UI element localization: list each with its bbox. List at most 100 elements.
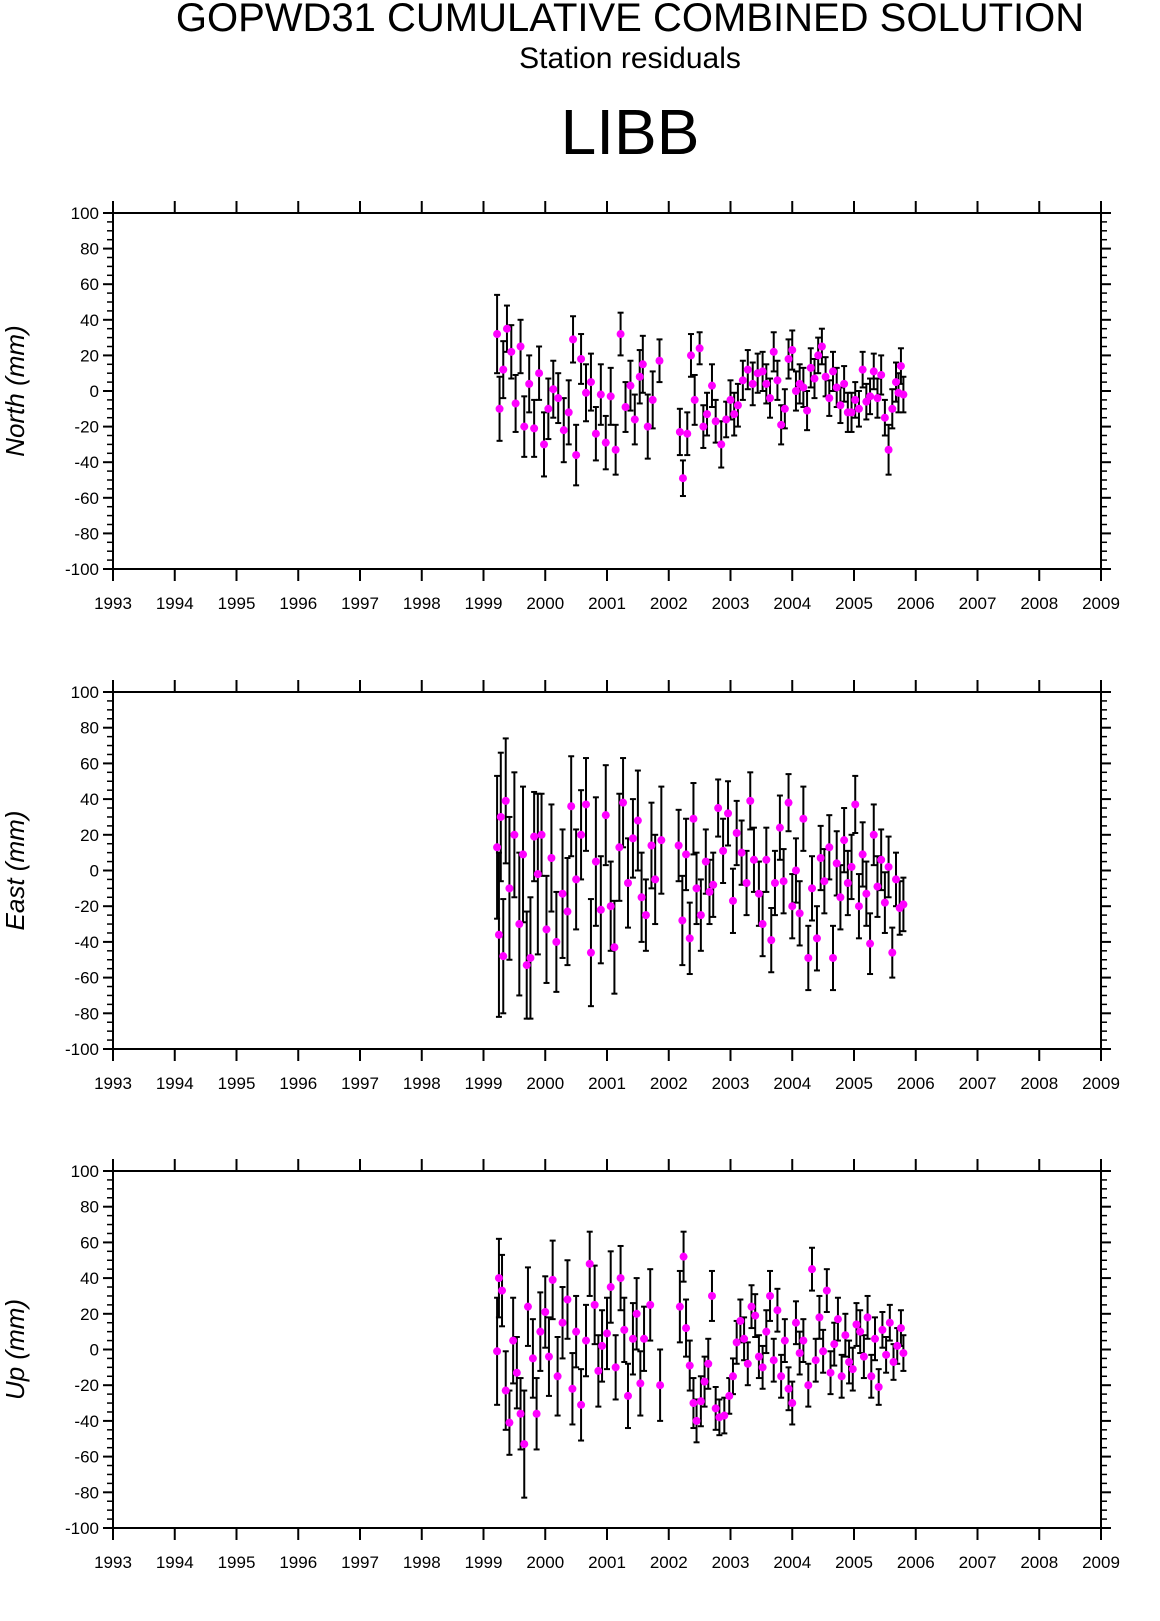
chart-title: GOPWD31 CUMULATIVE COMBINED SOLUTION — [175, 0, 1085, 40]
north-data-point — [825, 394, 834, 403]
east-data-point — [577, 830, 586, 839]
up-data-point — [606, 1283, 615, 1292]
east-data-point — [754, 889, 763, 898]
east-data-point — [840, 836, 849, 845]
east-data-point — [572, 875, 581, 884]
east-xtick-label: 2008 — [1020, 1074, 1058, 1093]
east-ytick-label: -80 — [74, 1004, 99, 1023]
north-data-point — [891, 378, 900, 387]
north-ytick-label: 40 — [80, 311, 99, 330]
east-xtick-label: 2005 — [835, 1074, 873, 1093]
east-data-point — [788, 902, 797, 911]
east-data-point — [696, 911, 705, 920]
north-data-point — [690, 395, 699, 404]
east-data-point — [791, 866, 800, 875]
north-data-point — [516, 342, 525, 351]
north-data-point — [821, 372, 830, 381]
up-xtick-label: 1993 — [94, 1553, 132, 1572]
up-data-point — [837, 1372, 846, 1381]
up-data-point — [594, 1366, 603, 1375]
north-data-point — [499, 365, 508, 374]
north-data-point — [586, 378, 595, 387]
east-data-point — [804, 953, 813, 962]
up-data-point — [620, 1325, 629, 1334]
east-data-point — [619, 798, 628, 807]
east-data-point — [877, 855, 886, 864]
north-data-point — [832, 383, 841, 392]
east-xtick-label: 1993 — [94, 1074, 132, 1093]
east-data-point — [758, 920, 767, 929]
north-data-point — [493, 330, 502, 339]
up-ytick-label: 20 — [80, 1305, 99, 1324]
up-data-point — [632, 1309, 641, 1318]
north-data-point — [707, 381, 716, 390]
up-data-point — [754, 1352, 763, 1361]
east-data-point — [746, 796, 755, 805]
up-ytick-label: -80 — [74, 1483, 99, 1502]
east-data-point — [820, 877, 829, 886]
north-data-point — [730, 410, 739, 419]
north-data-point — [683, 429, 692, 438]
east-data-point — [854, 902, 863, 911]
up-data-point — [808, 1265, 817, 1274]
up-data-point — [711, 1404, 720, 1413]
east-data-point — [689, 814, 698, 823]
north-data-point — [638, 360, 647, 369]
east-xtick-label: 1997 — [341, 1074, 379, 1093]
up-data-point — [815, 1313, 824, 1322]
north-data-point — [806, 363, 815, 372]
up-ylabel: Up (mm) — [0, 1299, 30, 1400]
east-data-point — [606, 902, 615, 911]
up-data-point — [679, 1252, 688, 1261]
north-xtick-label: 2007 — [959, 594, 997, 613]
up-data-point — [707, 1291, 716, 1300]
up-data-point — [572, 1327, 581, 1336]
up-ytick-label: -100 — [65, 1519, 99, 1538]
east-data-point — [858, 850, 867, 859]
up-data-point — [874, 1382, 883, 1391]
north-data-point — [591, 429, 600, 438]
north-data-point — [717, 440, 726, 449]
north-data-point — [733, 401, 742, 410]
up-data-point — [501, 1386, 510, 1395]
north-data-point — [577, 354, 586, 363]
north-xtick-label: 2001 — [588, 594, 626, 613]
up-data-point — [532, 1409, 541, 1418]
up-data-point — [889, 1357, 898, 1366]
up-xtick-label: 1997 — [341, 1553, 379, 1572]
north-data-point — [601, 438, 610, 447]
up-data-point — [795, 1349, 804, 1358]
north-ytick-label: -60 — [74, 489, 99, 508]
north-data-point — [699, 422, 708, 431]
east-data-point — [633, 816, 642, 825]
east-data-point — [530, 832, 539, 841]
up-data-point — [758, 1363, 767, 1372]
east-ytick-label: 40 — [80, 790, 99, 809]
up-data-point — [852, 1320, 861, 1329]
north-data-point — [738, 376, 747, 385]
east-data-point — [899, 900, 908, 909]
up-data-point — [740, 1334, 749, 1343]
east-data-point — [891, 875, 900, 884]
east-data-point — [623, 878, 632, 887]
north-data-point — [888, 404, 897, 413]
north-ytick-label: 100 — [71, 204, 99, 223]
north-data-point — [549, 385, 558, 394]
north-data-point — [611, 445, 620, 454]
north-data-point — [564, 408, 573, 417]
up-data-point — [577, 1400, 586, 1409]
north-ylabel: North (mm) — [0, 325, 30, 456]
up-data-point — [509, 1336, 518, 1345]
up-data-point — [611, 1363, 620, 1372]
north-xtick-label: 2005 — [835, 594, 873, 613]
east-plot-frame — [112, 691, 1102, 1050]
east-data-point — [701, 857, 710, 866]
east-data-point — [808, 884, 817, 893]
up-data-point — [848, 1365, 857, 1374]
up-data-point — [762, 1327, 771, 1336]
east-data-point — [533, 870, 542, 879]
east-data-point — [505, 884, 514, 893]
up-data-point — [636, 1379, 645, 1388]
east-data-point — [558, 889, 567, 898]
